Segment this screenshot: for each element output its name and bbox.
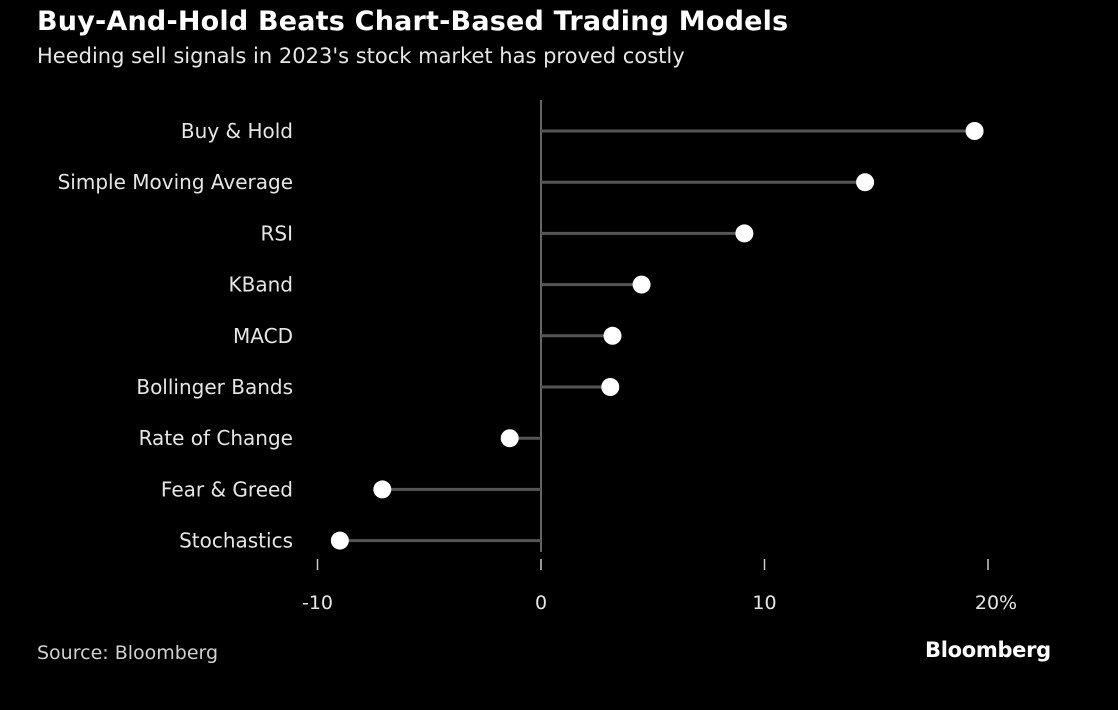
lollipop-dot [632, 275, 651, 294]
category-label: Simple Moving Average [58, 170, 293, 194]
lollipop-dot [603, 326, 622, 345]
source-note: Source: Bloomberg [37, 642, 219, 664]
lollipop-dot [965, 122, 984, 140]
lollipop-dot [500, 429, 519, 448]
category-label: Bollinger Bands [136, 375, 293, 399]
bloomberg-logo: Bloomberg [925, 638, 1051, 662]
category-label: MACD [233, 324, 293, 348]
x-tick-label: 10 [752, 592, 776, 614]
lollipop-dot [373, 480, 392, 499]
category-label: RSI [261, 221, 294, 245]
lollipop-dot [735, 224, 754, 243]
lollipop-dot [601, 378, 620, 396]
x-tick-label: 20% [975, 592, 1017, 614]
chart-title: Buy-And-Hold Beats Chart-Based Trading M… [37, 6, 789, 37]
category-label: KBand [229, 273, 293, 297]
lollipop-dot [856, 173, 875, 192]
category-label: Stochastics [179, 529, 293, 553]
x-tick-label: -10 [302, 592, 333, 614]
lollipop-dot [330, 531, 349, 550]
x-tick-label: 0 [535, 592, 547, 614]
chart-subtitle: Heeding sell signals in 2023's stock mar… [37, 44, 685, 68]
category-label: Rate of Change [139, 426, 293, 450]
category-label: Buy & Hold [181, 119, 293, 143]
category-label: Fear & Greed [161, 477, 293, 501]
